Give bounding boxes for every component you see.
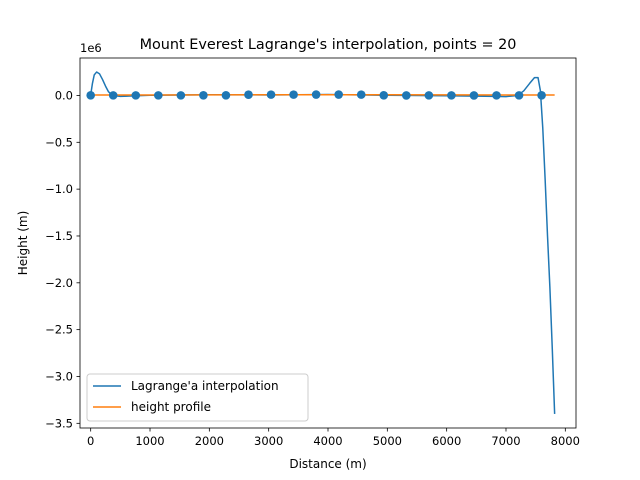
node-point bbox=[469, 91, 479, 100]
y-tick-label: −0.5 bbox=[45, 135, 73, 149]
y-tick-label: −2.5 bbox=[45, 323, 73, 337]
node-point bbox=[537, 90, 546, 100]
legend-box bbox=[86, 373, 309, 422]
node-point bbox=[514, 91, 524, 100]
node-point bbox=[402, 91, 411, 100]
legend-label-interpolation: Lagrange'a interpolation bbox=[131, 379, 279, 393]
y-tick-label: −2.0 bbox=[45, 276, 73, 290]
plot-frame bbox=[79, 57, 577, 429]
node-point bbox=[311, 90, 321, 99]
node-point bbox=[379, 90, 389, 100]
x-tick-label: 5000 bbox=[373, 434, 402, 448]
node-point bbox=[334, 90, 343, 99]
node-point bbox=[176, 91, 186, 100]
x-axis-label: Distance (m) bbox=[289, 457, 366, 471]
y-tick-label: −3.0 bbox=[45, 369, 73, 383]
x-tick-label: 3000 bbox=[254, 434, 283, 448]
node-point bbox=[86, 90, 95, 100]
y-tick-label: −3.5 bbox=[45, 416, 73, 430]
node-point bbox=[447, 91, 456, 100]
x-tick-label: 0 bbox=[87, 434, 94, 448]
node-point bbox=[424, 91, 434, 100]
y-tick-label: 0.0 bbox=[55, 88, 73, 102]
y-multiplier-label: 1e6 bbox=[80, 41, 102, 55]
node-point bbox=[266, 90, 276, 99]
chart-title: Mount Everest Lagrange's interpolation, … bbox=[140, 37, 517, 53]
legend: Lagrange'a interpolation height profile bbox=[86, 373, 309, 422]
node-point bbox=[492, 91, 501, 100]
y-tick-label: −1.5 bbox=[45, 229, 73, 243]
node-point bbox=[131, 91, 141, 100]
node-point bbox=[244, 90, 253, 100]
interpolation-nodes bbox=[86, 90, 546, 100]
x-tick-label: 7000 bbox=[491, 434, 520, 448]
node-point bbox=[108, 91, 118, 100]
x-tick-label: 4000 bbox=[313, 434, 342, 448]
x-tick-label: 1000 bbox=[135, 434, 164, 448]
x-tick-label: 8000 bbox=[551, 434, 580, 448]
node-point bbox=[154, 91, 163, 100]
y-axis-ticks: 0.0 −0.5 −1.0 −1.5 −2.0 −2.5 −3.0 −3.5 bbox=[45, 88, 80, 430]
x-axis-ticks: 0 1000 2000 3000 4000 5000 6000 7000 8000 bbox=[87, 428, 580, 448]
node-point bbox=[199, 90, 208, 100]
x-tick-label: 2000 bbox=[195, 434, 224, 448]
node-point bbox=[356, 90, 366, 99]
legend-label-profile: height profile bbox=[131, 400, 211, 414]
node-point bbox=[289, 90, 298, 99]
y-axis-label: Height (m) bbox=[16, 211, 30, 276]
node-point bbox=[221, 90, 231, 100]
x-tick-label: 6000 bbox=[432, 434, 461, 448]
plot-area bbox=[80, 58, 576, 428]
y-tick-label: −1.0 bbox=[45, 182, 73, 196]
